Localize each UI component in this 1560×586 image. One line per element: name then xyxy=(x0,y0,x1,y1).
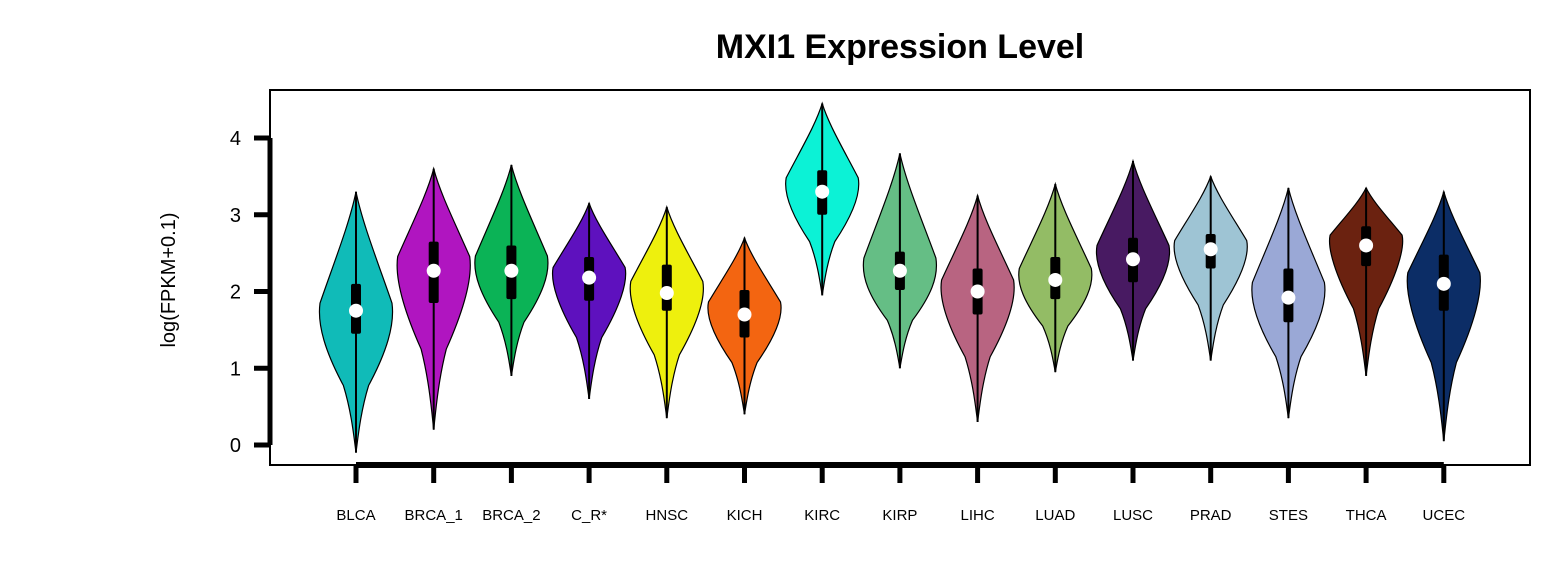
y-axis-label: log(FPKM+0.1) xyxy=(158,212,180,347)
x-tick-label: KICH xyxy=(727,507,763,524)
violin-median-point xyxy=(659,286,674,301)
violin-median-point xyxy=(1436,276,1451,291)
violin-group xyxy=(1251,187,1326,419)
violin-group xyxy=(474,164,549,377)
x-tick-label: PRAD xyxy=(1190,507,1232,524)
x-tick-label: BLCA xyxy=(336,507,375,524)
violin-group xyxy=(1173,174,1248,361)
chart-title: MXI1 Expression Level xyxy=(716,28,1085,66)
violin-median-point xyxy=(1126,252,1140,267)
y-axis: 0 1 2 3 4 xyxy=(230,128,273,457)
violin-median-point xyxy=(349,303,363,318)
x-tick-label: BRCA_1 xyxy=(405,507,463,524)
violin-median-point xyxy=(737,307,752,322)
violin-median-point xyxy=(1281,290,1296,305)
violin-median-point xyxy=(1048,272,1063,287)
violin-group xyxy=(1095,158,1171,361)
violin-group xyxy=(551,201,627,400)
y-tick-label: 3 xyxy=(230,205,241,227)
y-tick-label: 4 xyxy=(230,128,241,150)
violin-group xyxy=(396,166,471,430)
y-tick-label: 0 xyxy=(230,435,241,457)
x-axis: BLCA BRCA_1 BRCA_2 C_R* HNSC KICH KIRC KIRP LIHC… xyxy=(336,462,1466,524)
x-tick-label: UCEC xyxy=(1423,507,1466,524)
violin-median-point xyxy=(582,270,597,285)
violin-median-point xyxy=(504,263,519,278)
x-tick-label: STES xyxy=(1269,507,1308,524)
violin-group xyxy=(785,101,860,296)
x-tick-label: LUSC xyxy=(1113,507,1153,524)
x-tick-label: LIHC xyxy=(961,507,995,524)
violin-median-point xyxy=(1359,238,1374,253)
violin-group xyxy=(318,191,394,453)
violin-median-point xyxy=(970,284,985,299)
violin-median-point xyxy=(892,263,907,278)
x-tick-label: THCA xyxy=(1346,507,1387,524)
violin-median-point xyxy=(426,263,441,278)
y-tick-label: 2 xyxy=(230,282,241,304)
x-tick-label: LUAD xyxy=(1035,507,1075,524)
violin-group xyxy=(940,193,1015,423)
x-tick-label: KIRP xyxy=(882,507,917,524)
violin-median-point xyxy=(1203,242,1218,257)
y-tick-label: 1 xyxy=(230,358,241,380)
violin-group xyxy=(629,205,704,419)
x-tick-label: HNSC xyxy=(646,507,689,524)
violin-group xyxy=(1328,186,1404,377)
x-tick-label: BRCA_2 xyxy=(482,507,540,524)
violin-group xyxy=(707,235,782,415)
violin-median-point xyxy=(815,184,830,199)
violin-group xyxy=(1406,189,1481,442)
violins xyxy=(318,101,1481,453)
violin-group xyxy=(862,153,938,369)
x-tick-label: KIRC xyxy=(804,507,840,524)
x-tick-label: C_R* xyxy=(571,507,607,524)
violin-group xyxy=(1018,181,1093,373)
